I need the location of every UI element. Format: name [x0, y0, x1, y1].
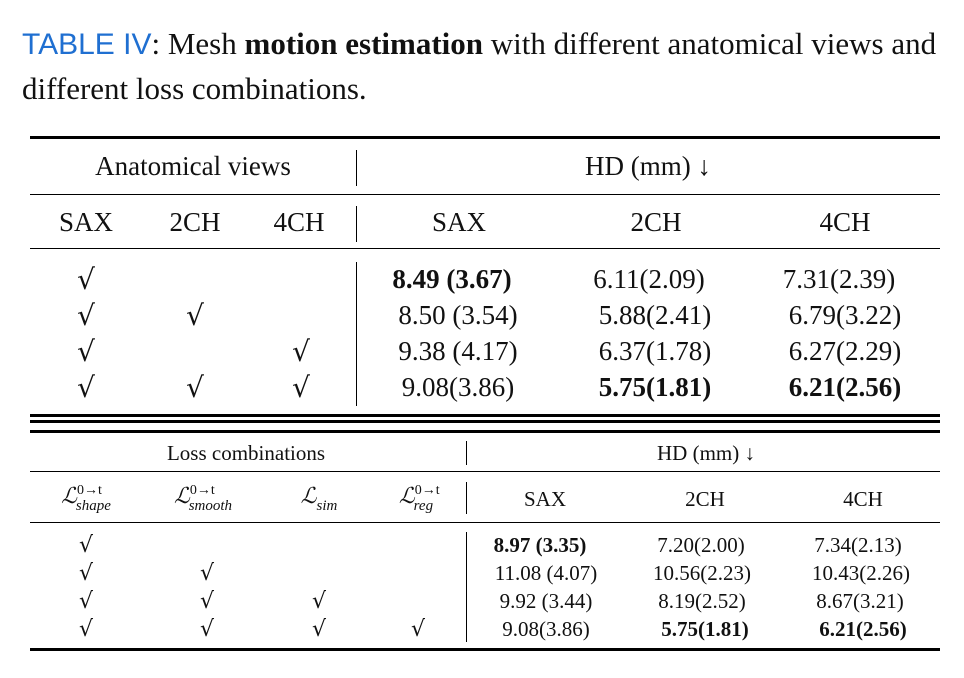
check-mark-icon: √ [199, 617, 215, 642]
table1-group-views: Anatomical views [95, 151, 291, 181]
table2-header-rule [30, 471, 940, 472]
loss-sim-header: ℒsim [300, 484, 338, 515]
table1-col-header: 2CH [169, 207, 221, 237]
table1-cell: 5.88(2.41) [598, 300, 712, 330]
table2-bottom-rule [30, 648, 940, 651]
table1-cell: 5.75(1.81) [598, 372, 712, 402]
table1-divider [356, 262, 357, 406]
table1-group-hd: HD (mm) ↓ [585, 151, 711, 181]
loss-smooth-header: ℒ0→tsmooth [173, 483, 233, 514]
check-mark-icon: √ [78, 561, 94, 586]
table2-cell: 8.97 (3.35) [493, 533, 587, 557]
table-label: TABLE IV [22, 28, 152, 61]
table2-cell: 9.08(3.86) [502, 617, 590, 641]
check-mark-icon: √ [77, 299, 95, 332]
table2-col-header: 4CH [843, 487, 883, 511]
table1-cell: 8.49 (3.67) [392, 264, 512, 294]
caption-bold: motion estimation [244, 26, 484, 61]
table1-cell: 6.79(3.22) [788, 300, 902, 330]
check-mark-icon: √ [77, 335, 95, 368]
table2-cell: 10.43(2.26) [812, 561, 910, 585]
table1-col-header: SAX [431, 207, 487, 237]
check-mark-icon: √ [410, 617, 426, 642]
table2-cell: 7.20(2.00) [657, 533, 745, 557]
table2-cell: 6.21(2.56) [819, 617, 907, 641]
table2-subheader-rule [30, 522, 940, 523]
table2-divider [466, 441, 467, 465]
table1-col-header: 4CH [819, 207, 871, 237]
caption-rest: with different anatomical views and diff… [22, 26, 937, 106]
check-mark-icon: √ [311, 589, 327, 614]
loss-shape-header: ℒ0→tshape [61, 483, 111, 514]
table1-cell: 6.21(2.56) [788, 372, 902, 402]
table1-subheader-rule [30, 248, 940, 249]
table2-col-header: SAX [523, 487, 567, 511]
table1-cell: 9.38 (4.17) [398, 336, 518, 366]
table2-divider [466, 532, 467, 642]
table1-divider [356, 150, 357, 186]
table2-cell: 11.08 (4.07) [494, 561, 598, 585]
check-mark-icon: √ [78, 589, 94, 614]
table1-bottom-rule-2 [30, 420, 940, 423]
check-mark-icon: √ [311, 617, 327, 642]
table1-col-header: 2CH [630, 207, 682, 237]
loss-reg-header: ℒ0→treg [398, 483, 440, 514]
check-mark-icon: √ [78, 533, 94, 558]
check-mark-icon: √ [186, 371, 204, 404]
table2-col-header: 2CH [685, 487, 725, 511]
check-mark-icon: √ [292, 371, 310, 404]
table2-cell: 8.67(3.21) [816, 589, 904, 613]
table2-group-hd: HD (mm) ↓ [657, 441, 755, 465]
table1-header-rule [30, 194, 940, 195]
table1-cell: 6.11(2.09) [593, 264, 705, 294]
table1-cell: 6.37(1.78) [598, 336, 712, 366]
table2-cell: 8.19(2.52) [658, 589, 746, 613]
check-mark-icon: √ [292, 335, 310, 368]
check-mark-icon: √ [186, 299, 204, 332]
table1-top-rule [30, 136, 940, 139]
check-mark-icon: √ [199, 561, 215, 586]
table2-top-rule [30, 430, 940, 433]
table1-cell: 9.08(3.86) [401, 372, 515, 402]
table1-divider [356, 206, 357, 242]
check-mark-icon: √ [199, 589, 215, 614]
table2-divider [466, 482, 467, 514]
table2-cell: 7.34(2.13) [814, 533, 902, 557]
table1-cell: 8.50 (3.54) [398, 300, 518, 330]
table1-col-header: 4CH [273, 207, 325, 237]
table1-cell: 7.31(2.39) [782, 264, 896, 294]
table2-cell: 5.75(1.81) [661, 617, 749, 641]
check-mark-icon: √ [78, 617, 94, 642]
table1-col-header: SAX [58, 207, 114, 237]
table2-cell: 9.92 (3.44) [499, 589, 593, 613]
table1-cell: 6.27(2.29) [788, 336, 902, 366]
caption-sep: : Mesh [151, 26, 245, 61]
table2-group-loss: Loss combinations [166, 441, 326, 465]
table2-cell: 10.56(2.23) [653, 561, 751, 585]
check-mark-icon: √ [77, 371, 95, 404]
table-caption: TABLE IV: Mesh motion estimation with di… [22, 22, 952, 111]
check-mark-icon: √ [77, 263, 95, 296]
table1-bottom-rule [30, 414, 940, 417]
